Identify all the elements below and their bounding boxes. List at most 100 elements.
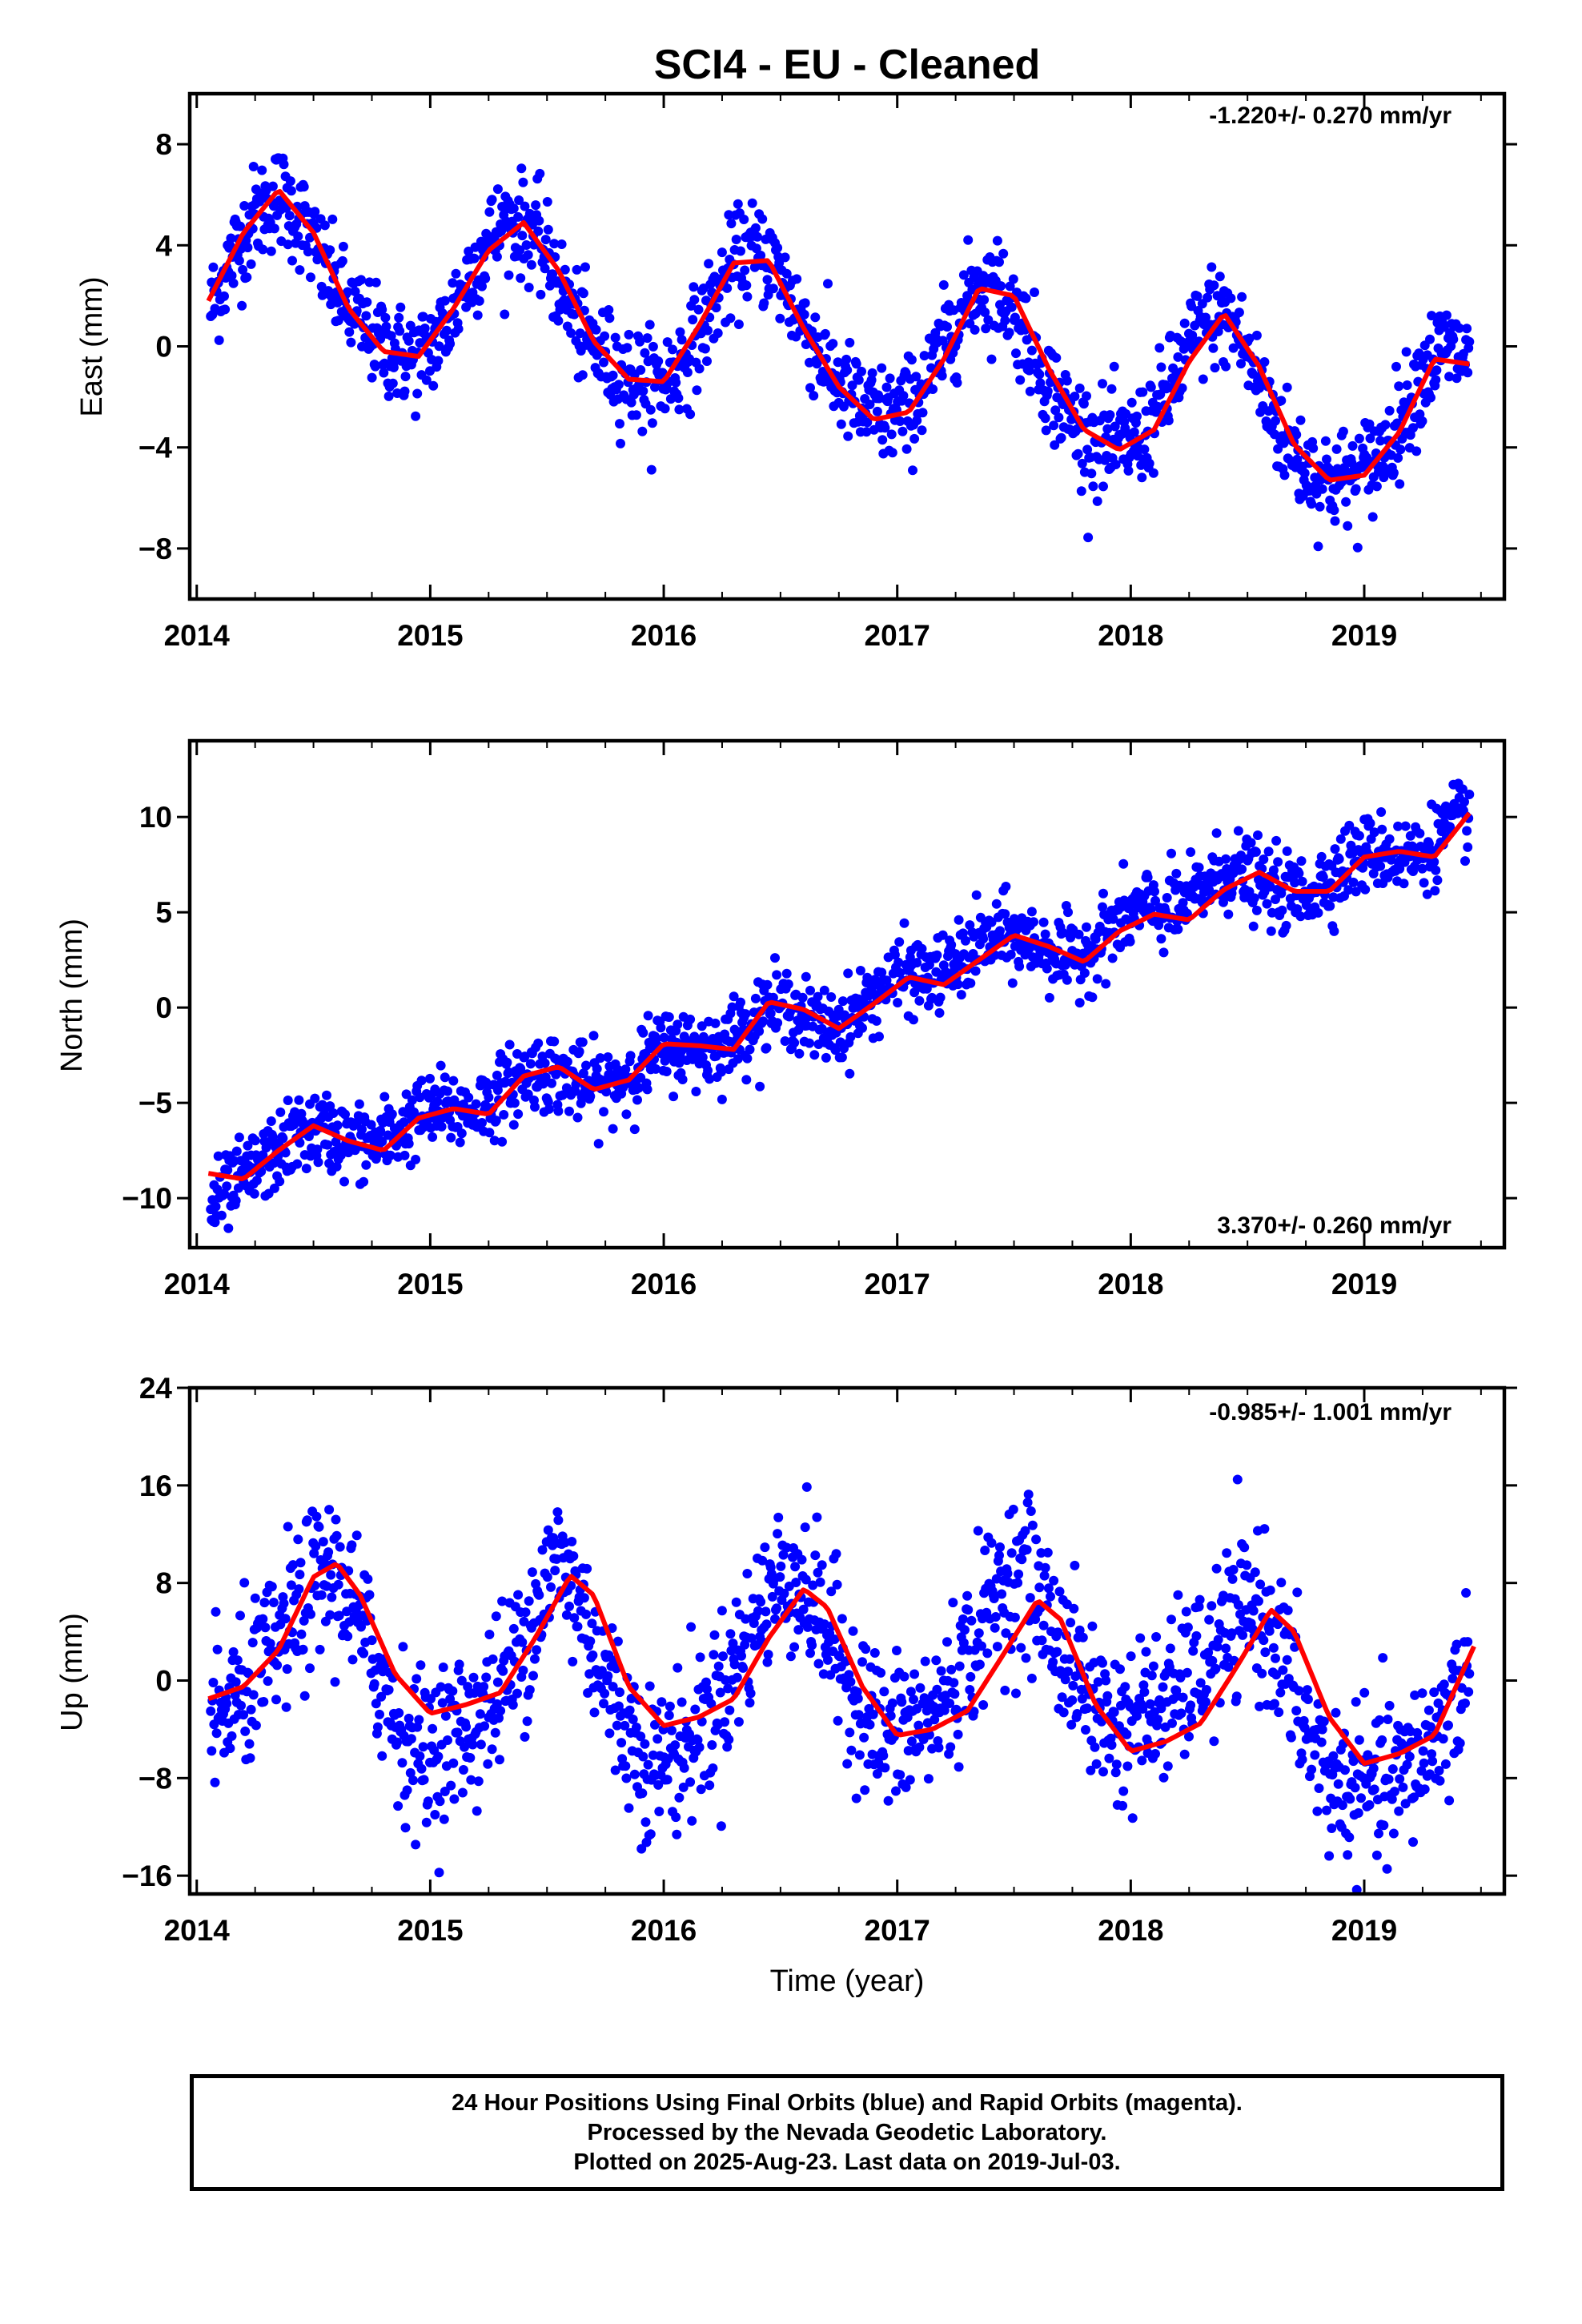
up-data-point [263,1676,273,1687]
up-data-point [1248,1606,1259,1616]
up-data-point [1106,1740,1117,1750]
east-data-point [756,251,766,260]
east-data-point [504,270,514,280]
up-data-point [760,1542,770,1553]
east-data-point [1251,330,1262,340]
up-data-point [371,1699,381,1709]
north-data-point [741,1075,752,1085]
up-data-point [1265,1585,1275,1595]
east-data-point [411,411,421,421]
up-data-point [1179,1749,1190,1759]
east-data-point [1364,419,1375,429]
up-data-point [1434,1766,1444,1775]
up-y-tick-label: −16 [122,1860,172,1892]
north-data-point [912,958,922,968]
east-data-point [847,380,857,391]
east-data-point [1192,291,1203,301]
north-data-point [761,1043,772,1053]
up-data-point [892,1646,901,1655]
up-data-point [553,1515,564,1526]
north-data-point [361,1160,371,1170]
north-data-point [1000,909,1010,919]
up-data-point [1132,1711,1142,1721]
east-data-point [325,245,335,255]
up-data-point [942,1637,952,1647]
east-data-point [453,324,464,334]
east-data-point [841,354,852,364]
up-data-point [1070,1560,1080,1570]
up-data-point [604,1728,615,1739]
up-data-point [546,1582,556,1592]
east-data-point [671,377,681,388]
up-data-point [773,1529,783,1539]
up-data-point [283,1522,293,1532]
north-data-point [805,985,815,995]
up-data-point [966,1671,976,1682]
up-data-point [457,1787,468,1798]
east-data-point [1034,369,1045,380]
north-data-point [234,1132,244,1143]
up-data-point [1371,1850,1382,1860]
east-data-point [996,281,1006,292]
north-data-point [917,943,927,954]
up-data-point [732,1672,742,1683]
up-data-point [1090,1742,1100,1752]
up-data-point [1069,1603,1079,1614]
north-data-point [585,1092,596,1101]
north-data-point [805,1038,814,1048]
up-data-point [982,1648,993,1659]
up-data-point [995,1542,1005,1552]
up-data-point [1419,1784,1430,1795]
north-data-point [697,1052,708,1063]
up-data-point [823,1655,833,1665]
north-data-point [966,978,976,988]
up-data-point [973,1526,983,1536]
east-data-point [1187,330,1198,340]
up-data-point [1038,1620,1049,1630]
east-data-point [226,233,236,243]
up-data-point [443,1735,452,1745]
east-data-point [388,362,399,372]
up-data-point [923,1774,934,1784]
east-data-point [1379,472,1389,483]
east-data-point [702,356,712,366]
east-data-point [220,304,231,315]
north-data-point [1377,824,1387,834]
north-data-point [1369,827,1379,838]
up-data-point [1022,1545,1032,1555]
east-data-point [255,196,265,207]
north-data-point [411,1154,421,1164]
up-data-point [550,1566,560,1576]
up-data-point [1066,1719,1077,1730]
east-data-point [227,271,237,281]
up-data-point [295,1570,305,1580]
up-data-point [708,1763,718,1773]
east-data-point [1307,499,1317,509]
up-data-point [537,1545,548,1555]
up-data-point [664,1711,674,1720]
north-data-point [638,1027,648,1038]
north-data-point [801,971,811,982]
east-data-point [928,384,938,394]
east-data-point [1354,433,1364,444]
up-data-point [797,1554,807,1565]
east-data-point [1213,327,1223,336]
east-data-point [310,207,320,217]
north-data-point [950,963,960,974]
east-data-point [642,333,652,344]
east-data-point [613,380,624,390]
east-data-point [508,203,519,214]
north-y-axis-label: North (mm) [55,919,89,1072]
east-data-point [736,246,745,256]
north-data-point [278,1133,288,1144]
up-data-point [1166,1614,1176,1625]
east-plot-frame [187,91,1507,601]
north-data-point [736,997,745,1007]
east-data-point [1388,468,1399,478]
east-data-point [526,259,536,270]
east-data-point [448,278,458,288]
north-data-point [1063,907,1073,918]
north-data-point [1006,950,1016,959]
